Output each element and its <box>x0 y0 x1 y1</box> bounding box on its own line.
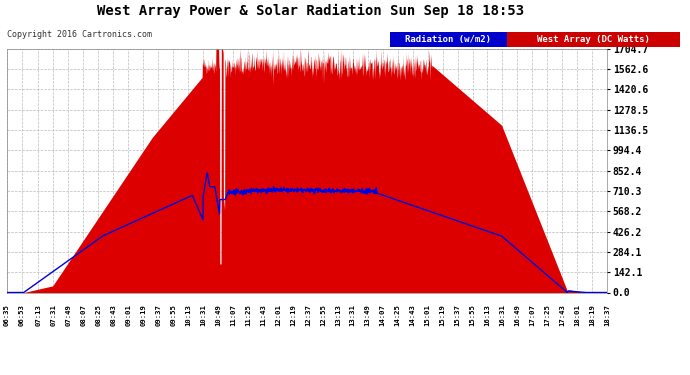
Text: 18:01: 18:01 <box>574 304 580 326</box>
Text: 14:25: 14:25 <box>395 304 401 326</box>
Text: 11:07: 11:07 <box>230 304 236 326</box>
Text: 12:01: 12:01 <box>275 304 281 326</box>
Text: 15:19: 15:19 <box>440 304 446 326</box>
Text: 09:55: 09:55 <box>170 304 176 326</box>
Text: 17:25: 17:25 <box>544 304 551 326</box>
Text: 15:55: 15:55 <box>469 304 475 326</box>
Text: 08:25: 08:25 <box>95 304 101 326</box>
Text: Copyright 2016 Cartronics.com: Copyright 2016 Cartronics.com <box>7 30 152 39</box>
Text: West Array (DC Watts): West Array (DC Watts) <box>537 35 650 44</box>
Text: 17:43: 17:43 <box>560 304 565 326</box>
Text: 13:31: 13:31 <box>350 304 356 326</box>
Text: 11:43: 11:43 <box>260 304 266 326</box>
Text: 15:37: 15:37 <box>455 304 460 326</box>
Text: 09:19: 09:19 <box>140 304 146 326</box>
Text: 15:01: 15:01 <box>424 304 431 326</box>
Text: 07:13: 07:13 <box>35 304 41 326</box>
Text: 11:25: 11:25 <box>245 304 251 326</box>
Text: 10:13: 10:13 <box>185 304 191 326</box>
Text: 08:07: 08:07 <box>81 304 86 326</box>
Text: Radiation (w/m2): Radiation (w/m2) <box>406 35 491 44</box>
Text: 09:01: 09:01 <box>126 304 131 326</box>
Text: 18:37: 18:37 <box>604 304 610 326</box>
Text: 12:37: 12:37 <box>305 304 311 326</box>
Text: 13:13: 13:13 <box>335 304 341 326</box>
Text: 16:13: 16:13 <box>484 304 491 326</box>
Text: 06:53: 06:53 <box>19 304 25 326</box>
Text: West Array Power & Solar Radiation Sun Sep 18 18:53: West Array Power & Solar Radiation Sun S… <box>97 4 524 18</box>
Text: 13:49: 13:49 <box>365 304 371 326</box>
Text: 09:37: 09:37 <box>155 304 161 326</box>
Text: 07:31: 07:31 <box>50 304 57 326</box>
Text: 06:35: 06:35 <box>4 304 10 326</box>
Text: 12:19: 12:19 <box>290 304 296 326</box>
Text: 10:31: 10:31 <box>200 304 206 326</box>
Text: 16:31: 16:31 <box>500 304 506 326</box>
Text: 12:55: 12:55 <box>320 304 326 326</box>
Text: 14:43: 14:43 <box>410 304 415 326</box>
Text: 08:43: 08:43 <box>110 304 117 326</box>
Text: 18:19: 18:19 <box>589 304 595 326</box>
Text: 17:07: 17:07 <box>529 304 535 326</box>
Text: 14:07: 14:07 <box>380 304 386 326</box>
Text: 16:49: 16:49 <box>515 304 520 326</box>
Text: 07:49: 07:49 <box>66 304 72 326</box>
Text: 10:49: 10:49 <box>215 304 221 326</box>
